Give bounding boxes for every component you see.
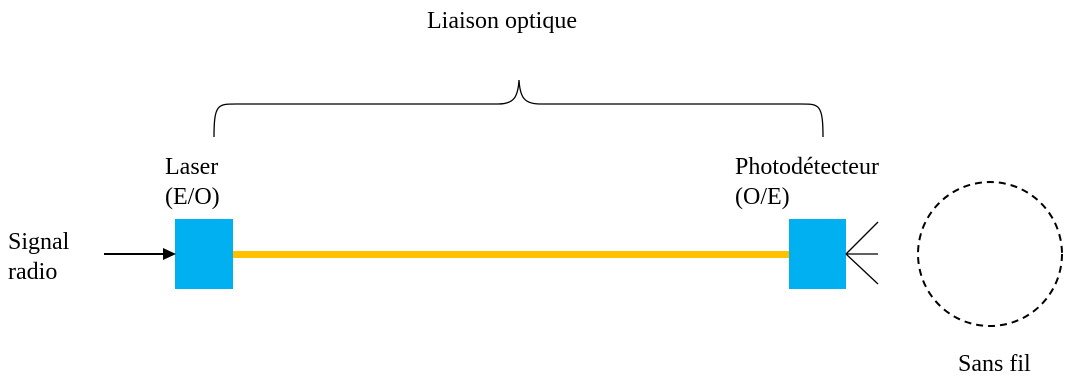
antenna-icon — [845, 221, 879, 285]
input-signal-line1: Signal — [8, 229, 70, 255]
wireless-label: Sans fil — [958, 351, 1031, 377]
photodetector-label: Photodétecteur (O/E) — [735, 152, 879, 212]
diagram-title: Liaison optique — [427, 8, 577, 34]
optical-link-brace — [213, 79, 824, 138]
photodetector-block — [789, 219, 846, 289]
photodetector-label-line1: Photodétecteur — [735, 154, 879, 180]
input-arrow — [104, 248, 176, 260]
wireless-zone — [917, 181, 1063, 327]
laser-label-line2: (E/O) — [165, 184, 220, 210]
input-signal-line2: radio — [8, 259, 58, 285]
photodetector-label-line2: (O/E) — [735, 184, 790, 210]
optical-fiber — [232, 251, 790, 258]
laser-label: Laser (E/O) — [165, 152, 220, 212]
laser-block — [175, 219, 233, 289]
laser-label-line1: Laser — [165, 154, 219, 180]
input-signal-label: Signal radio — [8, 227, 69, 287]
